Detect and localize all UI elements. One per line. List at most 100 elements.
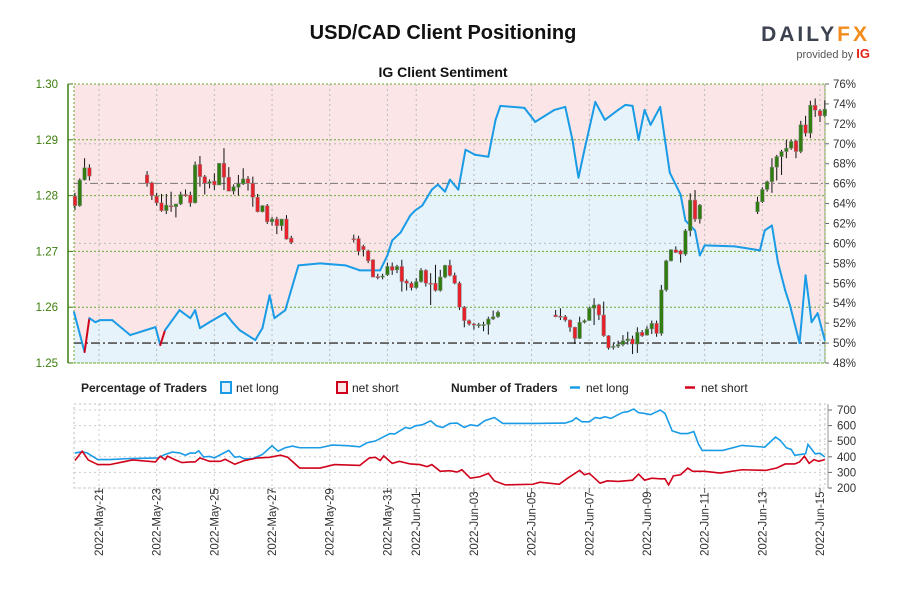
- percent-tick-label: 52%: [833, 318, 856, 330]
- candle-body: [77, 179, 82, 206]
- net-long-percent-segment: [631, 104, 640, 141]
- net-long-percent-segment: [474, 153, 490, 158]
- net-long-percent-segment: [758, 229, 766, 252]
- net-long-percent-segment: [319, 262, 347, 267]
- net-long-percent-segment: [804, 274, 813, 324]
- candle-body: [769, 166, 774, 182]
- candle: [467, 319, 472, 326]
- candle: [188, 191, 193, 207]
- candle: [274, 216, 279, 235]
- candle: [697, 203, 702, 224]
- candle: [418, 268, 424, 283]
- candle-body: [582, 320, 587, 323]
- net-long-percent-segment: [816, 312, 826, 342]
- net-long-percent-segment: [254, 327, 264, 342]
- candle-body: [760, 189, 765, 202]
- candle: [375, 273, 380, 280]
- net-long-percent-segment: [659, 105, 671, 174]
- count-tick-label: 300: [837, 467, 856, 479]
- candle: [169, 191, 174, 212]
- net-long-percent-segment: [603, 108, 620, 121]
- net-long-percent-segment: [238, 329, 257, 342]
- net-long-percent-segment: [164, 309, 181, 332]
- candle-body: [457, 282, 462, 308]
- candle-body: [390, 266, 395, 271]
- candle-body: [635, 332, 640, 345]
- net-long-percent-segment: [649, 105, 662, 126]
- percent-tick-label: 66%: [833, 179, 856, 191]
- candle-body: [356, 238, 361, 252]
- net-long-percent-segment: [430, 183, 439, 191]
- candle: [486, 316, 491, 335]
- candle-body: [774, 156, 779, 168]
- candle-body: [289, 237, 294, 243]
- candle-body: [587, 308, 592, 321]
- candle: [808, 100, 813, 139]
- candle-body: [649, 323, 654, 330]
- candle-body: [678, 250, 683, 255]
- candle: [568, 319, 573, 332]
- candle-body: [558, 315, 563, 318]
- candle-body: [217, 162, 222, 186]
- candle: [640, 330, 645, 337]
- price-tick-label: 1.27: [36, 246, 58, 258]
- net-long-percent-segment: [73, 311, 86, 354]
- candle: [197, 155, 202, 187]
- net-long-percent-segment: [273, 309, 287, 320]
- candle: [356, 235, 361, 256]
- net-long-percent-segment: [386, 239, 394, 257]
- candle: [611, 343, 616, 350]
- candle-body: [692, 199, 698, 220]
- candle: [77, 178, 82, 207]
- candle: [443, 264, 448, 279]
- candle-body: [394, 266, 400, 271]
- candle: [765, 180, 770, 192]
- net-long-percent-segment: [487, 118, 497, 158]
- percent-tick-label: 62%: [833, 219, 856, 231]
- candle-body: [366, 250, 371, 262]
- candle-body: [563, 316, 568, 321]
- candle-body: [274, 218, 279, 226]
- net-long-percent-segment: [284, 264, 300, 312]
- net-long-percent-segment: [643, 108, 652, 126]
- candle-body: [697, 204, 702, 220]
- candle: [202, 174, 207, 195]
- candle-body: [592, 304, 597, 309]
- candle: [394, 264, 400, 274]
- candle: [236, 174, 241, 196]
- candle: [289, 235, 294, 245]
- candle-body: [471, 323, 476, 326]
- candle: [635, 327, 640, 353]
- candle: [447, 259, 452, 277]
- candle-body: [221, 162, 227, 178]
- candle: [692, 190, 698, 222]
- net-long-percent-segment: [444, 178, 451, 193]
- candle-body: [625, 338, 630, 341]
- candle-body: [611, 346, 616, 348]
- candle-body: [486, 318, 491, 325]
- date-tick-label: 2022-Jun-07: [584, 491, 596, 556]
- candle: [481, 321, 486, 332]
- candle: [414, 278, 419, 289]
- candle: [587, 306, 592, 321]
- candle-body: [467, 320, 472, 325]
- lower-frame: [73, 403, 826, 489]
- candle: [279, 218, 284, 231]
- candle-body: [231, 186, 236, 192]
- net-long-percent-segment: [268, 294, 276, 320]
- candle-body: [375, 276, 380, 278]
- date-tick-label: 2022-May-29: [325, 488, 337, 556]
- price-tick-label: 1.29: [36, 135, 58, 147]
- candle-body: [245, 178, 251, 184]
- candle-body: [596, 304, 601, 316]
- candle: [577, 316, 582, 340]
- candle: [606, 335, 611, 350]
- candle-body: [659, 289, 664, 334]
- candle: [265, 203, 270, 225]
- candle-body: [476, 324, 481, 326]
- legend-num-long: net long: [586, 381, 629, 395]
- candle-body: [265, 205, 270, 223]
- net-long-percent-segment: [733, 245, 761, 252]
- date-tick-label: 2022-Jun-11: [700, 492, 712, 556]
- candle: [798, 120, 803, 154]
